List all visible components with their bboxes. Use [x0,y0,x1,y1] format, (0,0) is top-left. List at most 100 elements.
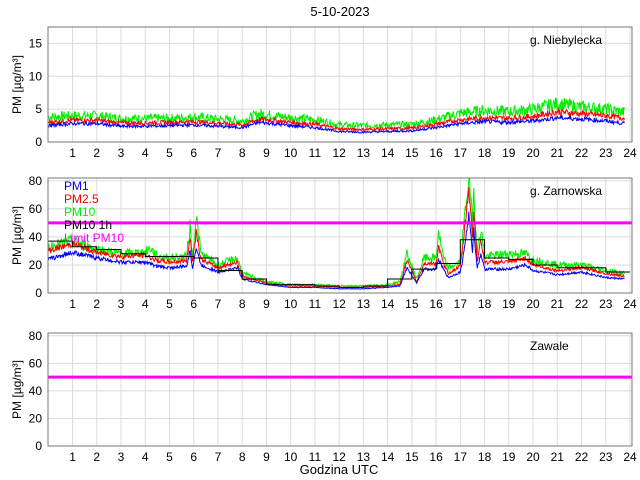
axes-frame [47,26,633,143]
x-tick-label: 21 [551,297,565,311]
series-pm10-1h [48,239,630,288]
x-tick-label: 16 [429,146,443,160]
x-tick-label: 11 [309,450,322,464]
x-tick-label: 19 [502,146,516,160]
x-tick-label: 5 [166,146,173,160]
x-tick-label: 22 [575,297,589,311]
x-tick-label: 16 [429,450,443,464]
y-tick-label: 20 [29,411,43,425]
x-tick-label: 12 [332,450,346,464]
y-tick-label: 80 [29,329,43,343]
x-tick-label: 7 [215,297,222,311]
x-tick-label: 11 [309,146,322,160]
x-tick-label: 24 [623,297,637,311]
y-tick-label: 60 [29,356,43,370]
x-tick-label: 24 [623,450,637,464]
x-tick-label: 6 [190,297,197,311]
y-tick-label: 40 [29,230,43,244]
x-tick-label: 4 [142,450,149,464]
station-label: g. Zarnowska [530,184,602,198]
x-tick-label: 4 [142,146,149,160]
station-label: Zawale [530,339,569,353]
x-tick-label: 10 [284,146,298,160]
y-tick-label: 40 [29,384,43,398]
x-tick-label: 12 [332,146,346,160]
x-tick-label: 1 [69,297,76,311]
x-tick-label: 6 [190,146,197,160]
panel-0: 1 2 3 4 5 6 7 8 9 10 11 12 13 14 15 16 17 18 19 20 21 22 23 240… [10,26,637,160]
legend-entry: PM2.5 [64,192,99,206]
x-tick-label: 3 [118,450,125,464]
x-tick-label: 1 [69,146,76,160]
x-tick-label: 18 [478,297,492,311]
x-tick-label: 8 [239,146,246,160]
x-tick-label: 18 [478,146,492,160]
legend-entry: Limit PM10 [64,231,124,245]
y-tick-label: 0 [35,135,42,149]
y-axis-label: PM [µg/m³] [10,360,24,419]
x-tick-label: 22 [575,146,589,160]
legend-entry: PM10 1h [64,218,112,232]
y-tick-label: 10 [29,69,43,83]
x-tick-label: 10 [284,450,298,464]
x-tick-label: 5 [166,297,173,311]
x-tick-label: 19 [502,450,516,464]
x-tick-label: 1 [69,450,76,464]
x-tick-label: 16 [429,297,443,311]
x-tick-label: 21 [551,146,565,160]
x-tick-label: 14 [381,146,395,160]
legend-entry: PM10 [64,205,96,219]
x-tick-label: 21 [551,450,565,464]
x-tick-label: 7 [215,450,222,464]
x-tick-label: 2 [93,146,100,160]
y-tick-label: 80 [29,174,43,188]
x-tick-label: 23 [599,146,613,160]
x-tick-label: 15 [405,450,419,464]
y-tick-label: 15 [29,36,43,50]
x-axis-label: Godzina UTC [300,462,379,477]
x-tick-label: 18 [478,450,492,464]
x-tick-label: 3 [118,146,125,160]
y-tick-label: 0 [35,286,42,300]
station-label: g. Niebylecka [530,33,602,47]
x-tick-label: 13 [357,297,371,311]
series-pm1 [48,211,625,290]
x-tick-label: 17 [454,450,468,464]
x-tick-label: 9 [263,450,270,464]
x-tick-label: 10 [284,297,298,311]
x-tick-label: 5 [166,450,173,464]
x-tick-label: 17 [454,146,468,160]
series-pm10 [48,97,625,130]
x-tick-label: 3 [118,297,125,311]
y-tick-label: 0 [35,439,42,453]
y-tick-label: 60 [29,202,43,216]
y-tick-label: 20 [29,258,43,272]
x-tick-label: 15 [405,146,419,160]
x-tick-label: 7 [215,146,222,160]
x-tick-label: 13 [357,450,371,464]
x-tick-label: 24 [623,146,637,160]
y-axis-label: PM [µg/m³] [10,55,24,114]
y-tick-label: 5 [35,102,42,116]
x-tick-label: 14 [381,450,395,464]
x-tick-label: 20 [526,450,540,464]
x-tick-label: 12 [332,297,346,311]
x-tick-label: 8 [239,297,246,311]
panel-2: 1 2 3 4 5 6 7 8 9 10 11 12 13 14 15 16 17 18 19 20 21 22 23 240… [10,329,637,464]
x-tick-label: 15 [405,297,419,311]
axes-frame [47,332,633,447]
x-tick-label: 23 [599,450,613,464]
x-tick-label: 4 [142,297,149,311]
x-tick-label: 6 [190,450,197,464]
x-tick-label: 17 [454,297,468,311]
x-tick-label: 8 [239,450,246,464]
x-tick-label: 11 [309,297,322,311]
x-tick-label: 9 [263,297,270,311]
x-tick-label: 20 [526,146,540,160]
legend-entry: PM1 [64,179,89,193]
x-tick-label: 14 [381,297,395,311]
x-tick-label: 2 [93,450,100,464]
x-tick-label: 22 [575,450,589,464]
y-axis-label: PM [µg/m³] [10,206,24,265]
